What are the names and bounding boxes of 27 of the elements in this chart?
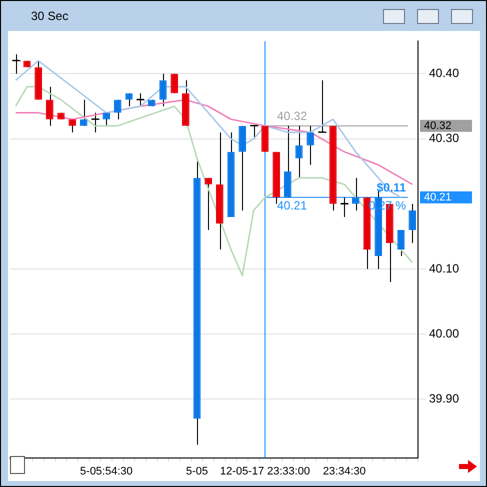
candlestick: [114, 99, 122, 120]
candlestick: [352, 177, 360, 211]
y-tick-label: 40.40: [429, 66, 460, 80]
candlestick: [295, 125, 303, 178]
candlestick: [306, 125, 314, 166]
x-tick-label: 12-05-17 23:33:00: [220, 465, 310, 478]
x-tick-label: 23:34:30: [322, 465, 366, 478]
text: 40.21: [424, 191, 452, 204]
candlestick: [125, 92, 133, 107]
candlestick: [46, 86, 54, 126]
candlestick: [159, 73, 167, 107]
candlestick: [68, 118, 76, 133]
x-tick-label: 5-05:54:30: [80, 465, 133, 478]
ref-line-label: 40.32: [277, 109, 308, 124]
candlestick: [102, 112, 110, 126]
annotation: $0.11: [376, 180, 406, 195]
y-tick-label: 40.00: [429, 326, 460, 340]
x-tick-label: 5-05: [186, 465, 208, 478]
candlestick: [204, 177, 212, 230]
ref-line-label: 40.21: [277, 198, 308, 213]
candlestick: [397, 229, 405, 257]
candlestick: [80, 99, 88, 126]
y-tick-label: 39.90: [429, 392, 460, 406]
y-tick-label: 40.30: [429, 131, 460, 146]
chart-title: 30 Sec: [31, 9, 68, 23]
text: 40.32: [424, 120, 452, 132]
y-tick-label: 40.10: [429, 261, 460, 276]
